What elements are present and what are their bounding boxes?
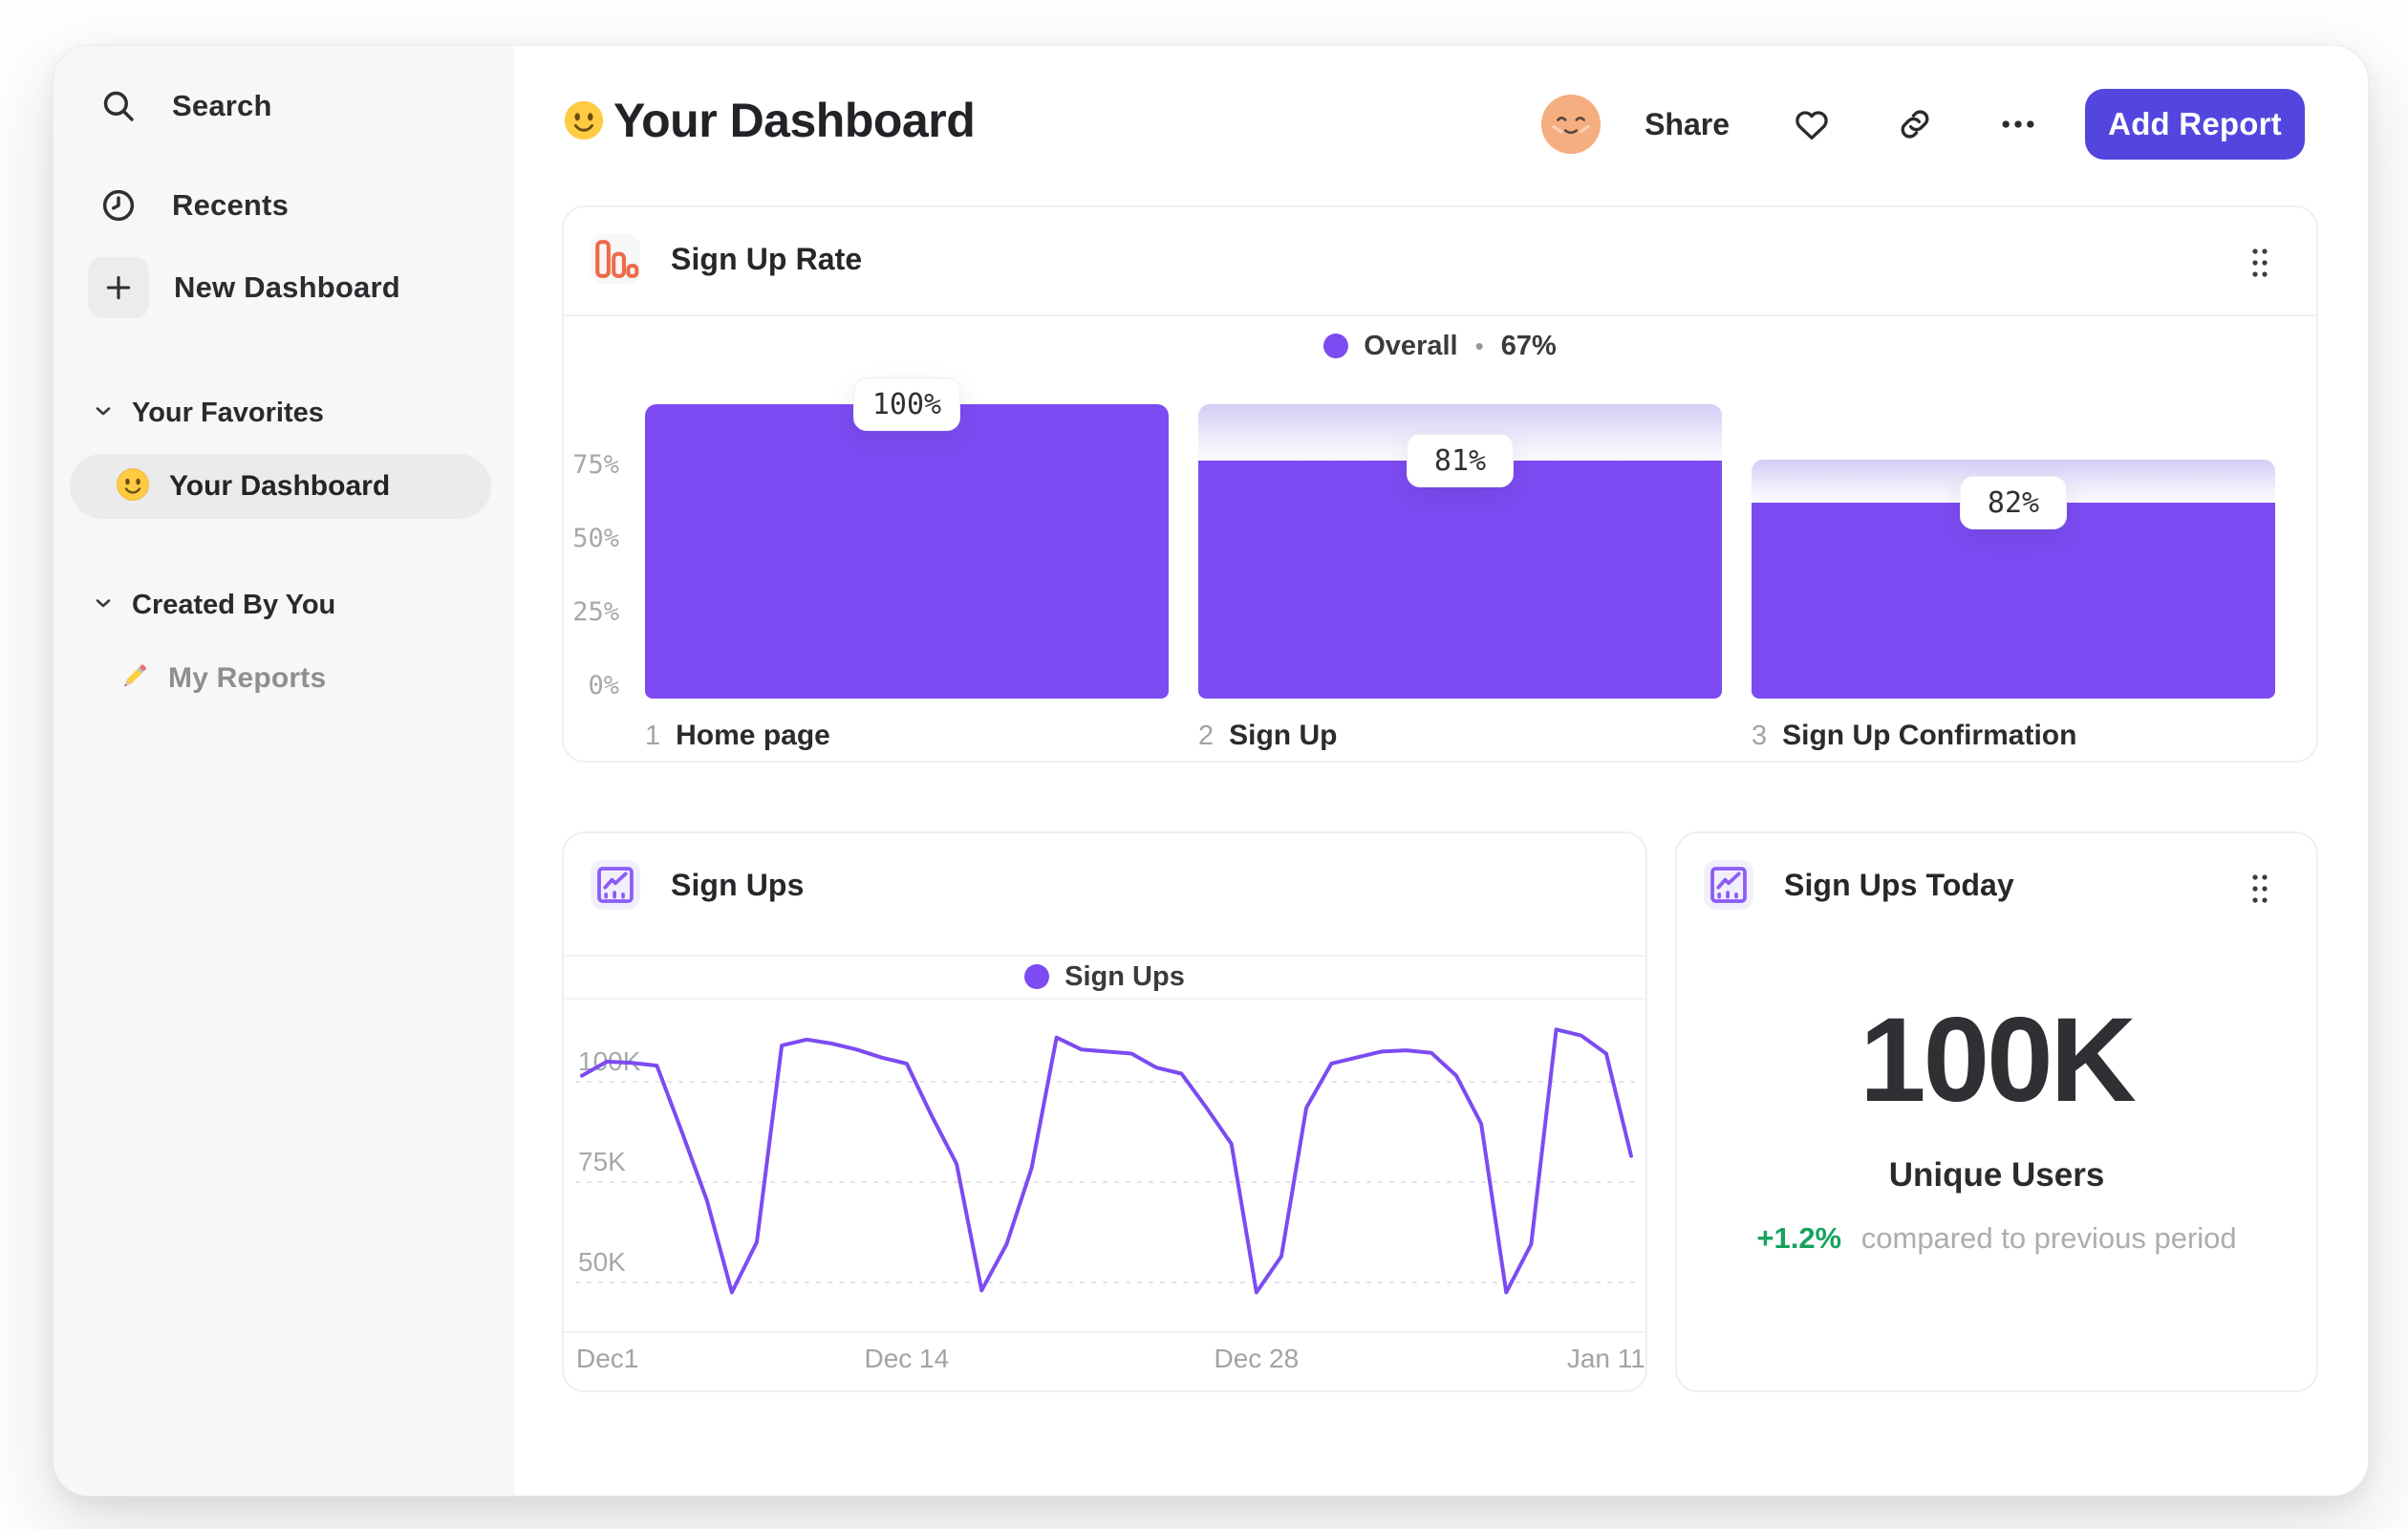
drag-handle-icon[interactable] bbox=[2247, 870, 2272, 913]
divider bbox=[564, 1331, 1645, 1333]
line-xaxis: Dec1 Dec 14 Dec 28 Jan 11 bbox=[576, 1344, 1645, 1376]
kpi-value: 100K bbox=[1860, 994, 2137, 1127]
chevron-down-icon bbox=[92, 399, 115, 427]
line-ytick: 50K bbox=[578, 1247, 626, 1277]
card-header: Sign Up Rate bbox=[591, 234, 862, 284]
card-title: Sign Ups Today bbox=[1784, 867, 2014, 902]
funnel-step-name: Sign Up bbox=[1229, 720, 1338, 751]
line-xtick: Dec1 bbox=[576, 1344, 639, 1373]
search-icon bbox=[96, 83, 141, 129]
line-chart-icon bbox=[1704, 860, 1753, 910]
card-sign-ups: Sign Ups Sign Ups 100K 75K 50K Dec1 Dec 14 D… bbox=[562, 831, 1647, 1392]
avatar[interactable] bbox=[1541, 95, 1602, 154]
chevron-down-icon bbox=[92, 592, 115, 619]
line-xtick: Dec 28 bbox=[1214, 1344, 1300, 1373]
kpi-metric-label: Unique Users bbox=[1888, 1156, 2105, 1194]
sidebar-section-created-by-you[interactable]: Created By You bbox=[92, 586, 335, 624]
funnel-ytick: 25% bbox=[572, 597, 619, 627]
sidebar-item-new-dashboard[interactable]: New Dashboard bbox=[88, 257, 400, 318]
kpi-delta-note: compared to previous period bbox=[1860, 1221, 2237, 1255]
funnel-value-badge: 81% bbox=[1407, 434, 1514, 487]
legend-separator: • bbox=[1474, 331, 1484, 360]
page-title: Your Dashboard bbox=[613, 94, 976, 147]
funnel-chart: 75% 50% 25% 0% 100% 81% 82% bbox=[572, 377, 2275, 700]
sidebar-item-my-reports[interactable]: My Reports bbox=[117, 650, 326, 707]
legend-series: Overall bbox=[1364, 330, 1458, 361]
funnel-value-badge: 82% bbox=[1960, 476, 2067, 529]
line-ytick: 75K bbox=[578, 1147, 626, 1176]
funnel-step-index: 1 bbox=[645, 721, 661, 751]
kpi-delta-value: +1.2% bbox=[1756, 1221, 1842, 1255]
funnel-bar-fill bbox=[1752, 503, 2275, 699]
share-button[interactable]: Share bbox=[1645, 106, 1730, 141]
sidebar: Search Recents New Dashboard bbox=[54, 46, 514, 1496]
funnel-step-name: Home page bbox=[676, 720, 830, 751]
bar-chart-icon bbox=[591, 234, 640, 284]
slightly-smiling-face-emoji bbox=[563, 99, 605, 146]
main-content: Your Dashboard Share bbox=[514, 46, 2368, 1496]
more-options-icon[interactable] bbox=[1997, 103, 2039, 145]
card-header: Sign Ups bbox=[591, 860, 804, 910]
clock-icon bbox=[96, 183, 141, 228]
slightly-smiling-face-emoji bbox=[116, 467, 150, 506]
header-actions: Share Add Report bbox=[1541, 89, 2305, 160]
line-series-sign-ups[interactable] bbox=[580, 1027, 1633, 1295]
sidebar-item-label: Recents bbox=[172, 188, 290, 222]
funnel-legend: Overall • 67% bbox=[564, 330, 2316, 362]
divider bbox=[564, 314, 2316, 316]
funnel-bar-fill bbox=[645, 404, 1169, 699]
favorite-heart-icon[interactable] bbox=[1791, 103, 1833, 145]
funnel-step-label: 3 Sign Up Confirmation bbox=[1752, 720, 2076, 752]
funnel-ytick: 0% bbox=[588, 671, 619, 700]
app-window: Search Recents New Dashboard bbox=[53, 45, 2369, 1497]
line-xtick: Jan 11 bbox=[1566, 1344, 1645, 1373]
sidebar-item-label: New Dashboard bbox=[174, 270, 400, 304]
card-header: Sign Ups Today bbox=[1704, 860, 2014, 910]
legend-series: Sign Ups bbox=[1064, 960, 1185, 992]
drag-handle-icon[interactable] bbox=[2247, 244, 2272, 287]
sidebar-section-label: Created By You bbox=[132, 589, 336, 620]
legend-dot bbox=[1024, 964, 1050, 989]
plus-icon bbox=[88, 257, 149, 318]
line-legend: Sign Ups bbox=[564, 960, 1645, 993]
funnel-step-index: 3 bbox=[1752, 721, 1768, 751]
sidebar-item-search[interactable]: Search bbox=[96, 75, 272, 137]
sidebar-item-label: My Reports bbox=[168, 662, 327, 694]
funnel-ytick: 50% bbox=[572, 524, 619, 553]
card-title: Sign Up Rate bbox=[671, 241, 863, 276]
sidebar-item-label: Search bbox=[172, 89, 272, 122]
funnel-step[interactable]: 82% bbox=[1752, 404, 2275, 699]
sidebar-section-label: Your Favorites bbox=[132, 397, 324, 428]
sidebar-item-recents[interactable]: Recents bbox=[96, 175, 289, 236]
sidebar-item-your-dashboard[interactable]: Your Dashboard bbox=[70, 454, 491, 519]
dashboard-header: Your Dashboard Share bbox=[514, 46, 2368, 204]
card-title: Sign Ups bbox=[671, 867, 805, 902]
funnel-step-index: 2 bbox=[1198, 721, 1215, 751]
card-sign-up-rate: Sign Up Rate Overall • 67% 75% 50% 25% 0% 1… bbox=[562, 205, 2318, 763]
kpi-delta-row: +1.2% compared to previous period bbox=[1677, 1221, 2316, 1256]
sidebar-section-your-favorites[interactable]: Your Favorites bbox=[92, 394, 324, 432]
sidebar-item-label: Your Dashboard bbox=[169, 470, 391, 502]
add-report-button[interactable]: Add Report bbox=[2085, 89, 2305, 160]
funnel-bar-fill bbox=[1198, 461, 1722, 699]
divider bbox=[564, 955, 1645, 957]
line-xtick: Dec 14 bbox=[864, 1344, 950, 1373]
line-chart-icon bbox=[591, 860, 640, 910]
funnel-step[interactable]: 100% bbox=[645, 377, 1169, 699]
divider bbox=[564, 998, 1645, 1000]
funnel-step-label: 2 Sign Up bbox=[1198, 720, 1337, 752]
legend-dot bbox=[1323, 334, 1349, 358]
funnel-step[interactable]: 81% bbox=[1198, 404, 1722, 699]
copy-link-icon[interactable] bbox=[1894, 103, 1936, 145]
card-sign-ups-today: Sign Ups Today 100K Unique Users +1.2% c… bbox=[1675, 831, 2318, 1392]
pencil-emoji bbox=[117, 659, 151, 699]
funnel-step-label: 1 Home page bbox=[645, 720, 830, 752]
funnel-step-name: Sign Up Confirmation bbox=[1782, 720, 2077, 751]
funnel-ytick: 75% bbox=[572, 450, 619, 480]
legend-value: 67% bbox=[1500, 330, 1557, 361]
funnel-value-badge: 100% bbox=[853, 377, 960, 431]
funnel-xaxis: 1 Home page 2 Sign Up 3 Sign Up Confirmation bbox=[645, 720, 2275, 754]
